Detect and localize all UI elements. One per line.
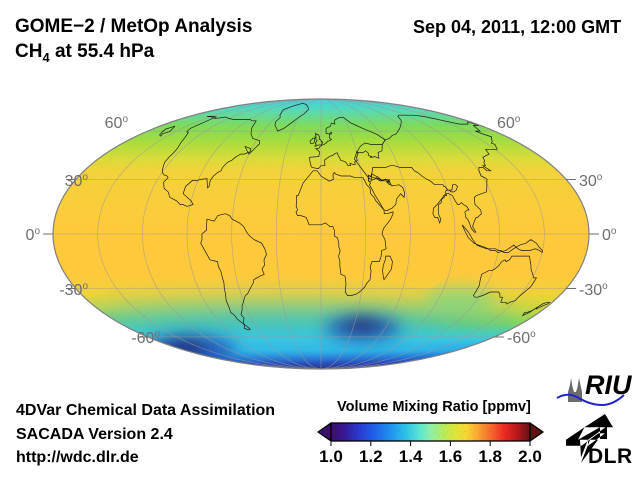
svg-text:2.0: 2.0 — [518, 447, 542, 466]
svg-text:RIU: RIU — [585, 370, 633, 400]
svg-text:DLR: DLR — [588, 445, 633, 468]
svg-text:60o: 60o — [497, 114, 521, 132]
svg-text:1.0: 1.0 — [319, 447, 343, 466]
svg-text:1.4: 1.4 — [399, 447, 423, 466]
svg-text:-30o: -30o — [579, 281, 608, 299]
svg-text:0o: 0o — [26, 226, 41, 244]
svg-text:-60o: -60o — [507, 329, 536, 347]
svg-text:60o: 60o — [105, 114, 129, 132]
svg-text:1.6: 1.6 — [439, 447, 463, 466]
svg-text:0o: 0o — [602, 226, 617, 244]
svg-text:-60o: -60o — [131, 329, 160, 347]
svg-text:1.2: 1.2 — [359, 447, 383, 466]
svg-text:Volume Mixing Ratio [ppmv]: Volume Mixing Ratio [ppmv] — [337, 399, 531, 415]
svg-text:30o: 30o — [579, 172, 603, 190]
svg-text:1.8: 1.8 — [478, 447, 502, 466]
